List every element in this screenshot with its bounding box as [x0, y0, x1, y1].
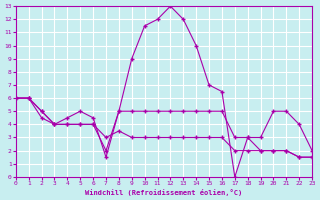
X-axis label: Windchill (Refroidissement éolien,°C): Windchill (Refroidissement éolien,°C) [85, 189, 243, 196]
